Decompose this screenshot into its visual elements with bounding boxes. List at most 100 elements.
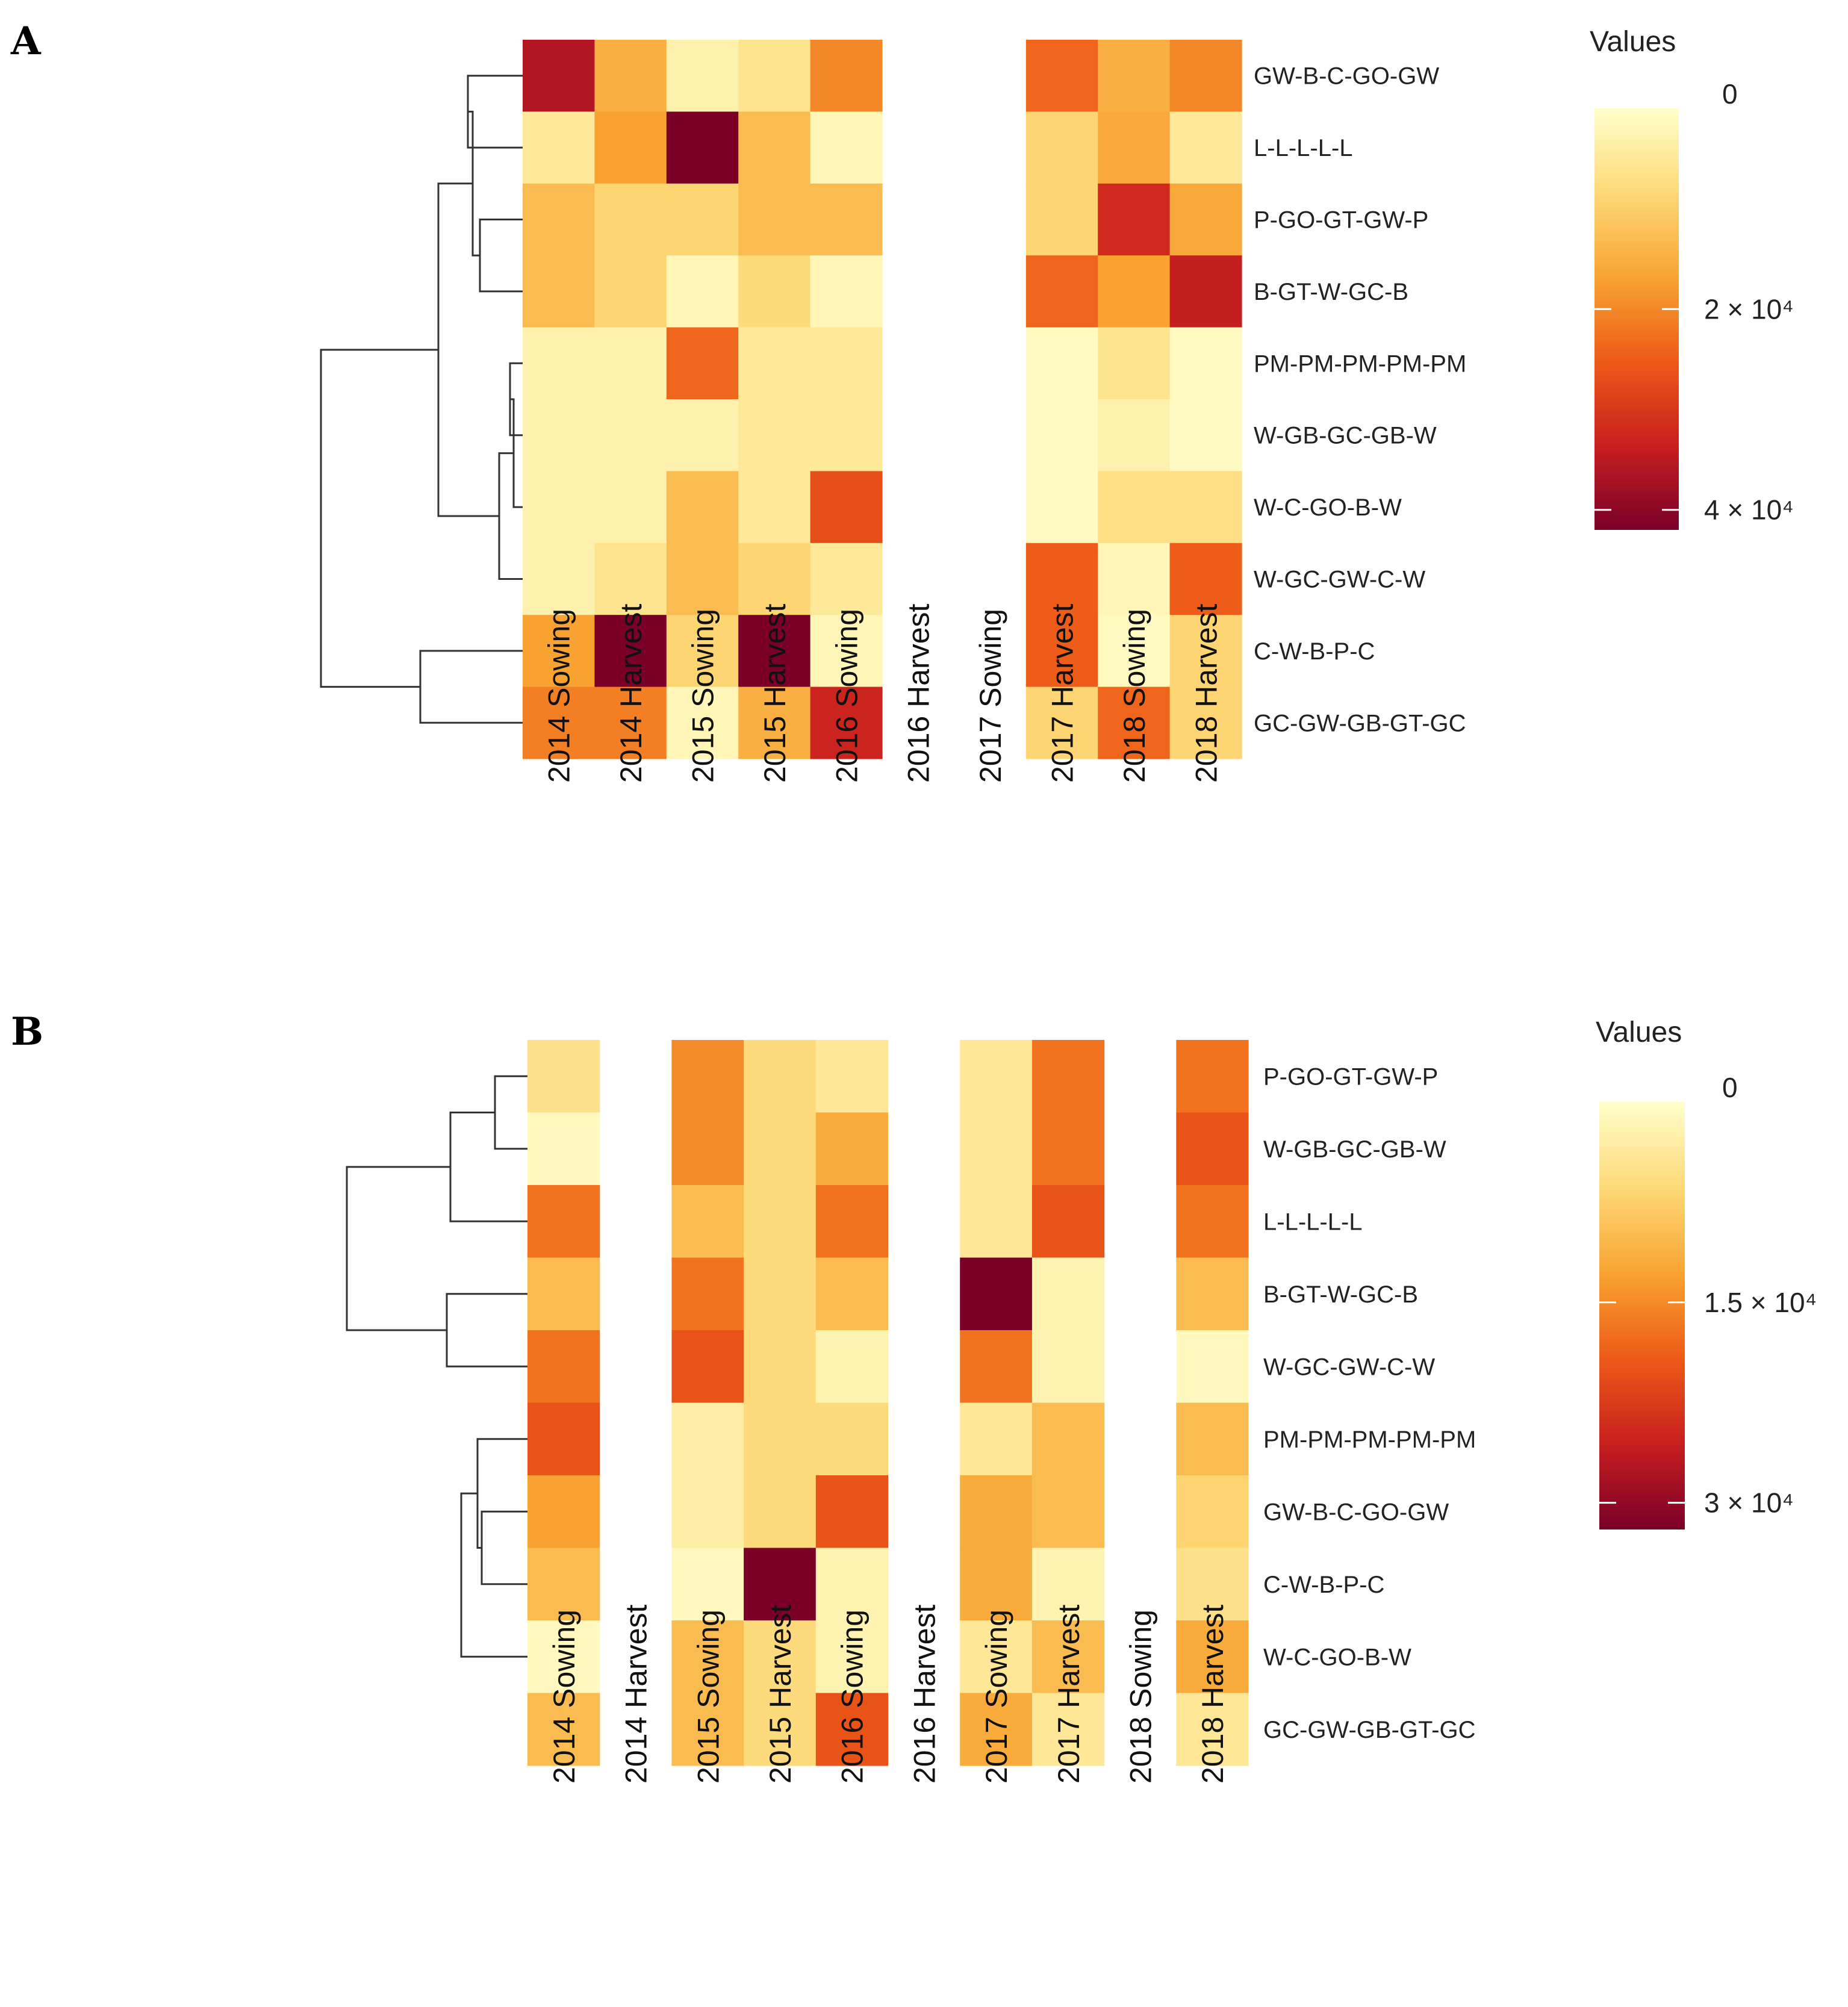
row-label: B-GT-W-GC-B	[1263, 1281, 1418, 1308]
row-label: P-GO-GT-GW-P	[1263, 1063, 1438, 1090]
column-label: 2016 Harvest	[902, 604, 936, 783]
heatmap-cell	[960, 1330, 1033, 1404]
heatmap-cell	[594, 543, 667, 615]
panel-label: A	[10, 19, 42, 64]
heatmap-cell	[1098, 471, 1171, 544]
heatmap-cell	[1098, 183, 1171, 256]
heatmap-cell	[1176, 1402, 1249, 1476]
heatmap-cell	[666, 255, 739, 328]
row-label: W-GC-GW-C-W	[1263, 1354, 1435, 1380]
column-label: 2018 Harvest	[1189, 604, 1223, 783]
heatmap-cell	[738, 327, 811, 400]
heatmap-cell	[815, 1693, 889, 1766]
legend-colorbar	[1594, 108, 1679, 530]
heatmap-cell	[666, 111, 739, 184]
row-label: GC-GW-GB-GT-GC	[1263, 1717, 1476, 1743]
legend-tick-label: 3 × 10⁴	[1704, 1487, 1794, 1519]
legend-tick-label: 1.5 × 10⁴	[1704, 1287, 1817, 1318]
heatmap-cell	[666, 471, 739, 544]
row-label: PM-PM-PM-PM-PM	[1254, 350, 1466, 377]
column-label: 2015 Harvest	[758, 604, 792, 783]
heatmap-cell	[738, 183, 811, 256]
heatmap-cell	[1169, 399, 1242, 471]
heatmap-cell	[1176, 1330, 1249, 1404]
heatmap-cell	[960, 1475, 1033, 1549]
heatmap-cell	[523, 255, 595, 328]
column-label: 2015 Sowing	[686, 609, 720, 783]
column-label: 2017 Sowing	[974, 609, 1007, 783]
heatmap-cell	[815, 1257, 889, 1331]
column-label: 2016 Harvest	[907, 1605, 941, 1784]
heatmap-cell	[594, 399, 667, 471]
heatmap-cell	[744, 1548, 817, 1621]
color-legend: Values 0 2 × 10⁴ 4 × 10⁴	[1590, 26, 1794, 530]
dendrogram-branch	[320, 349, 438, 688]
heatmap-cell	[1031, 1257, 1105, 1331]
column-label: 2014 Harvest	[614, 604, 648, 783]
heatmap-cell	[527, 1475, 600, 1549]
heatmap-cell	[810, 111, 883, 184]
heatmap-cell	[738, 399, 811, 471]
heatmap-cell	[527, 1330, 600, 1404]
heatmap-cell	[1025, 40, 1098, 112]
heatmap-cell	[1176, 1040, 1249, 1113]
heatmap-cell	[810, 686, 883, 759]
row-label: C-W-B-P-C	[1263, 1572, 1384, 1598]
heatmap-cell	[1098, 686, 1171, 759]
heatmap-cell	[594, 183, 667, 256]
heatmap-cell	[523, 543, 595, 615]
heatmap-cell	[1169, 686, 1242, 759]
column-label: 2015 Sowing	[691, 1610, 725, 1784]
heatmap-cell	[671, 1330, 744, 1404]
row-dendrogram	[320, 75, 523, 724]
heatmap-cell	[527, 1548, 600, 1621]
row-label: W-GB-GC-GB-W	[1263, 1136, 1446, 1163]
column-label: 2014 Sowing	[543, 609, 576, 783]
heatmap-cell	[527, 1693, 600, 1766]
heatmap-cell	[738, 686, 811, 759]
heatmap-cell	[671, 1548, 744, 1621]
heatmap-cell	[671, 1693, 744, 1766]
heatmap-cell	[1169, 471, 1242, 544]
heatmap-cell	[1031, 1402, 1105, 1476]
heatmap-cell	[815, 1402, 889, 1476]
heatmap-cell	[810, 399, 883, 471]
heatmap-cell	[810, 255, 883, 328]
heatmap-cell	[527, 1112, 600, 1186]
dendrogram-branch	[346, 1166, 450, 1331]
panel-label: B	[11, 1009, 43, 1054]
heatmap-cell	[1025, 471, 1098, 544]
row-label: L-L-L-L-L	[1254, 135, 1353, 161]
heatmap-cell	[666, 686, 739, 759]
heatmap-cell	[666, 183, 739, 256]
heatmap-cell	[1031, 1693, 1105, 1766]
heatmap-cell	[744, 1185, 817, 1259]
heatmap-cell	[594, 686, 667, 759]
heatmap-cell	[527, 1257, 600, 1331]
column-label: 2018 Harvest	[1196, 1605, 1230, 1784]
dendrogram-branch	[437, 182, 499, 517]
heatmap-cell	[1169, 543, 1242, 615]
heatmap-cell	[527, 1402, 600, 1476]
heatmap-cell	[815, 1620, 889, 1694]
heatmap-cell	[815, 1112, 889, 1186]
legend-title: Values	[1596, 1016, 1682, 1048]
heatmap-cell	[1176, 1185, 1249, 1259]
row-label: GC-GW-GB-GT-GC	[1254, 710, 1466, 736]
heatmap-cell	[594, 615, 667, 688]
dendrogram-branch	[481, 1510, 527, 1585]
heatmap-cell	[960, 1185, 1033, 1259]
heatmap-cell	[523, 686, 595, 759]
heatmap-cell	[1025, 615, 1098, 688]
column-label: 2016 Sowing	[830, 609, 863, 783]
heatmap-cell	[1098, 543, 1171, 615]
row-label: GW-B-C-GO-GW	[1263, 1499, 1449, 1525]
heatmap-cell	[738, 615, 811, 688]
row-label: B-GT-W-GC-B	[1254, 279, 1408, 305]
heatmap-cell	[744, 1620, 817, 1694]
heatmap-cell	[1169, 255, 1242, 328]
dendrogram-branch	[498, 452, 523, 580]
dendrogram-branch	[449, 1112, 527, 1222]
legend-tick-label: 4 × 10⁴	[1704, 494, 1794, 526]
heatmap-cell	[815, 1475, 889, 1549]
